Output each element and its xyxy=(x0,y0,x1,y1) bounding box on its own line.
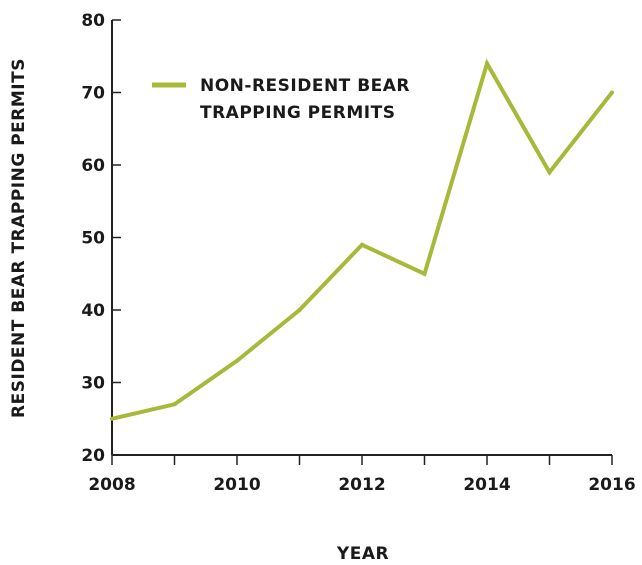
x-tick-label: 2016 xyxy=(588,475,635,495)
data-point xyxy=(485,61,489,66)
x-tick-label: 2012 xyxy=(338,475,385,495)
y-axis-title: RESIDENT BEAR TRAPPING PERMITS xyxy=(9,58,29,418)
x-ticks: 2008 2010 2012 2014 2016 xyxy=(88,455,636,495)
legend-label-line-1: NON-RESIDENT BEAR xyxy=(200,76,410,96)
x-tick-label: 2014 xyxy=(463,475,510,495)
data-point xyxy=(422,271,427,276)
x-tick-label: 2008 xyxy=(88,475,135,495)
y-tick-label: 80 xyxy=(81,11,105,31)
y-tick-label: 20 xyxy=(81,446,105,466)
y-tick-label: 50 xyxy=(81,229,105,249)
data-point xyxy=(235,358,239,363)
data-point xyxy=(547,170,552,175)
data-point xyxy=(110,416,114,421)
x-tick-label: 2010 xyxy=(213,475,260,495)
series-layer xyxy=(110,58,614,421)
data-point xyxy=(610,90,614,95)
legend: NON-RESIDENT BEAR TRAPPING PERMITS xyxy=(152,76,410,123)
y-tick-label: 60 xyxy=(81,156,105,176)
y-ticks: 20 30 40 50 60 70 80 xyxy=(81,11,121,466)
y-tick-label: 30 xyxy=(81,374,105,394)
y-tick-label: 70 xyxy=(81,84,105,104)
data-point xyxy=(360,242,364,247)
legend-label-line-2: TRAPPING PERMITS xyxy=(200,103,395,123)
x-axis-title: YEAR xyxy=(336,544,389,564)
y-tick-label: 40 xyxy=(81,301,105,321)
data-point xyxy=(172,402,177,407)
data-point xyxy=(297,308,302,312)
